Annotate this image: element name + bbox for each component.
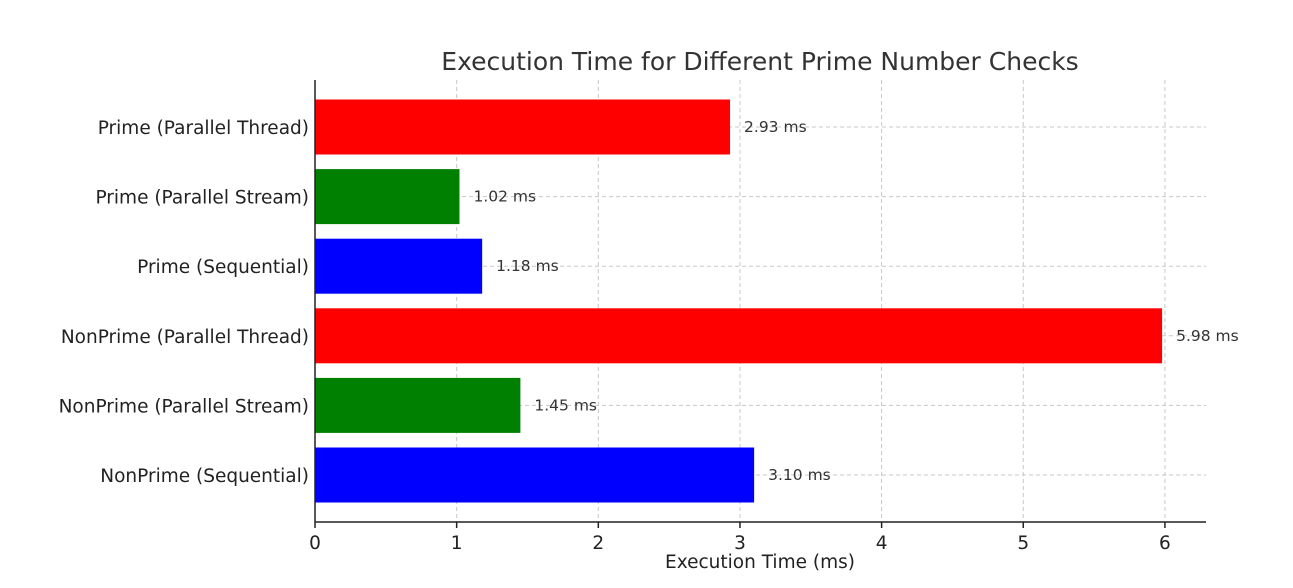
category-labels: Prime (Parallel Thread) Prime (Parallel S… [59, 118, 309, 487]
x-tick-label: 6 [1159, 533, 1171, 554]
x-tick-label: 0 [309, 533, 321, 554]
bar-value-label: 1.18 ms [496, 257, 559, 275]
category-label: NonPrime (Parallel Stream) [59, 396, 309, 417]
value-labels: 2.93 ms 1.02 ms 1.18 ms 5.98 ms 1.45 ms 3.10 … [473, 118, 1238, 484]
bar [315, 447, 755, 503]
bars [315, 99, 1163, 503]
x-tick-label: 4 [876, 533, 888, 554]
x-tick-label: 5 [1017, 533, 1029, 554]
bar-value-label: 5.98 ms [1176, 327, 1239, 345]
category-label: Prime (Sequential) [137, 257, 309, 278]
bar [315, 169, 460, 225]
category-label: Prime (Parallel Thread) [98, 118, 309, 139]
x-axis-ticks: 0 1 2 3 4 5 6 [309, 522, 1171, 554]
x-axis-label: Execution Time (ms) [665, 552, 855, 573]
x-tick-label: 3 [734, 533, 746, 554]
bar-value-label: 1.45 ms [534, 396, 597, 414]
chart-title: Execution Time for Different Prime Numbe… [441, 47, 1078, 76]
bar [315, 377, 521, 433]
bar [315, 238, 483, 294]
bar [315, 308, 1163, 364]
category-label: NonPrime (Parallel Thread) [61, 327, 309, 348]
bar [315, 99, 731, 155]
category-label: NonPrime (Sequential) [100, 466, 309, 487]
bar-value-label: 3.10 ms [768, 466, 831, 484]
x-tick-label: 2 [592, 533, 604, 554]
bar-value-label: 1.02 ms [473, 188, 536, 206]
category-label: Prime (Parallel Stream) [95, 188, 309, 209]
bar-value-label: 2.93 ms [744, 118, 807, 136]
x-tick-label: 1 [451, 533, 463, 554]
